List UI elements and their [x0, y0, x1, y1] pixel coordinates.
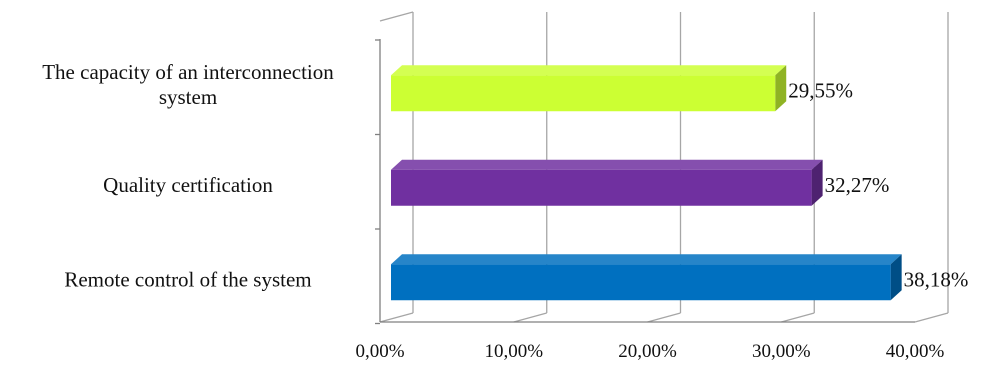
floor-gridline	[647, 312, 681, 323]
bar-side-face	[811, 159, 823, 206]
chart-bars	[391, 65, 902, 301]
x-tick-label: 20,00%	[618, 341, 677, 362]
bar	[391, 65, 787, 112]
x-tick-label: 40,00%	[886, 341, 945, 362]
bar-side-face	[890, 254, 902, 301]
bar	[391, 159, 823, 206]
category-label: Quality certification	[103, 173, 273, 197]
x-tick-label: 30,00%	[752, 341, 811, 362]
chart-labels: 0,00% 10,00% 20,00% 30,00% 40,00% 29,55% The c…	[42, 60, 968, 362]
bar-top-face	[391, 159, 823, 170]
x-tick-label: 10,00%	[484, 341, 543, 362]
x-tick-label: 0,00%	[355, 341, 404, 362]
floor-gridline	[379, 312, 414, 323]
data-label: 32,27%	[825, 173, 890, 197]
floor-gridline	[781, 312, 815, 323]
bar-front-face	[391, 75, 776, 112]
category-label: Remote control of the system	[64, 267, 311, 291]
floor-gridline	[914, 312, 949, 323]
floor-gridline	[513, 312, 547, 323]
bar-side-face	[775, 65, 787, 112]
bar-front-face	[391, 264, 891, 301]
category-label: The capacity of an interconnection system	[42, 60, 334, 109]
side-wall-edge	[379, 11, 414, 22]
data-label: 38,18%	[904, 267, 969, 291]
bar	[391, 254, 902, 301]
chart-axes	[375, 39, 915, 325]
bar-front-face	[391, 169, 812, 206]
bar-top-face	[391, 65, 787, 76]
data-label: 29,55%	[788, 78, 853, 102]
bar-top-face	[391, 254, 902, 265]
